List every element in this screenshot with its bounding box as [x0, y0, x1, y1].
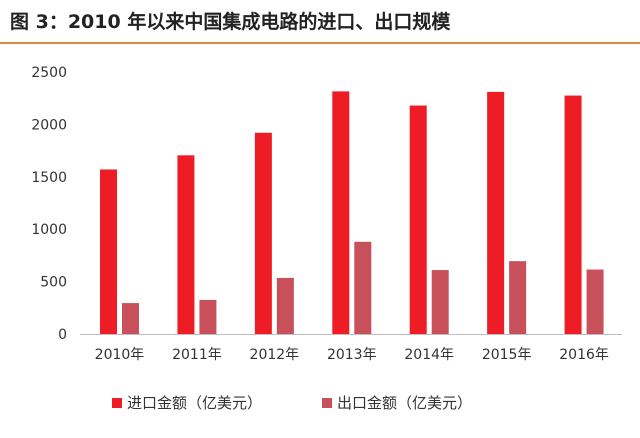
- x-tick-label: 2012年: [250, 347, 300, 363]
- y-axis: 0 500 1000 1500 2000 2500: [31, 65, 67, 343]
- y-tick-label: 1500: [31, 170, 67, 186]
- legend-swatch: [112, 398, 122, 408]
- export-bar: [431, 270, 449, 334]
- chart-title: 图 3：2010 年以来中国集成电路的进口、出口规模: [10, 11, 451, 33]
- x-tick-label: 2013年: [327, 347, 377, 363]
- export-bar: [122, 303, 139, 334]
- bars-group: [100, 91, 604, 334]
- x-axis: 2010年 2011年 2012年 2013年 2014年 2015年 2016年: [95, 347, 609, 363]
- y-tick-label: 2000: [31, 117, 67, 133]
- legend: 进口金额（亿美元） 出口金额（亿美元）: [112, 394, 472, 412]
- import-bar: [100, 169, 117, 334]
- import-bar: [254, 132, 272, 334]
- x-tick-label: 2015年: [482, 347, 532, 363]
- y-tick-label: 1000: [31, 222, 67, 238]
- export-bar: [199, 299, 217, 334]
- chart-header: 图 3：2010 年以来中国集成电路的进口、出口规模: [0, 0, 640, 44]
- title-divider: [0, 42, 640, 44]
- x-tick-label: 2016年: [559, 347, 609, 363]
- export-bar: [509, 261, 527, 334]
- y-tick-label: 500: [40, 275, 67, 291]
- export-bar: [586, 269, 604, 334]
- bar-chart: 0 500 1000 1500 2000 2500 2010年 2011年 2012年 2013…: [31, 65, 622, 412]
- x-tick-label: 2011年: [172, 347, 222, 363]
- legend-swatch: [322, 398, 332, 408]
- import-bar: [409, 105, 427, 334]
- y-tick-label: 2500: [31, 65, 67, 81]
- x-tick-label: 2010年: [95, 347, 145, 363]
- import-bar: [332, 91, 350, 334]
- export-bar: [354, 241, 372, 334]
- import-bar: [177, 155, 195, 334]
- export-bar: [276, 277, 294, 334]
- import-bar: [564, 95, 582, 334]
- y-tick-label: 0: [58, 327, 67, 343]
- import-bar: [487, 91, 505, 334]
- legend-label: 进口金额（亿美元）: [127, 394, 262, 412]
- x-tick-label: 2014年: [404, 347, 454, 363]
- legend-label: 出口金额（亿美元）: [337, 394, 472, 412]
